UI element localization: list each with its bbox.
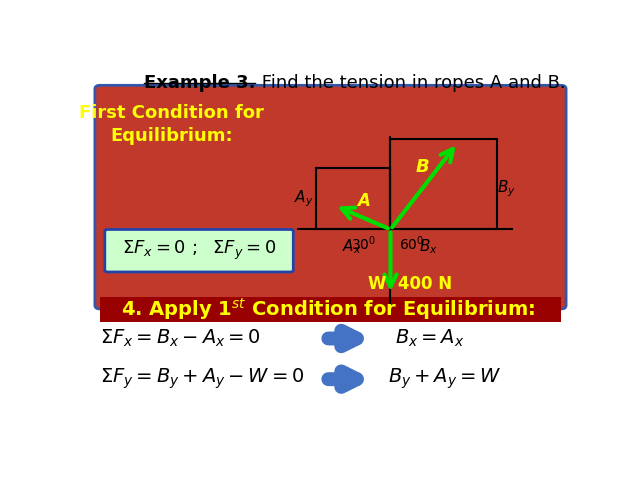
FancyBboxPatch shape [95, 85, 566, 309]
Text: A: A [357, 192, 370, 210]
Text: $30^0$: $30^0$ [351, 234, 376, 253]
Bar [100, 297, 561, 322]
Text: $B_x = A_x$: $B_x = A_x$ [395, 328, 465, 349]
FancyArrowPatch shape [328, 372, 357, 387]
Text: First Condition for
Equilibrium:: First Condition for Equilibrium: [79, 104, 264, 145]
Text: 4. Apply 1$^{st}$ Condition for Equilibrium:: 4. Apply 1$^{st}$ Condition for Equilibr… [121, 296, 535, 322]
FancyBboxPatch shape [105, 229, 293, 272]
Text: W  400 N: W 400 N [368, 275, 452, 293]
Text: $\Sigma F_y = B_y + A_y - W = 0$: $\Sigma F_y = B_y + A_y - W = 0$ [100, 367, 304, 391]
Bar [316, 168, 390, 229]
Text: $\Sigma F_x = 0\ ;\ \ \Sigma F_y = 0$: $\Sigma F_x = 0\ ;\ \ \Sigma F_y = 0$ [122, 239, 276, 262]
Text: $60^0$: $60^0$ [399, 234, 424, 253]
Text: Example 3.: Example 3. [145, 74, 256, 92]
Text: $B_y$: $B_y$ [497, 179, 516, 199]
Text: $\Sigma F_x = B_x - A_x = 0$: $\Sigma F_x = B_x - A_x = 0$ [100, 328, 260, 349]
Bar [390, 139, 497, 229]
Text: $B_x$: $B_x$ [419, 238, 438, 256]
Text: $A_x$: $A_x$ [342, 238, 361, 256]
Text: B: B [415, 157, 429, 176]
Text: $A_y$: $A_y$ [294, 189, 314, 209]
Text: $B_y + A_y = W$: $B_y + A_y = W$ [388, 367, 501, 391]
Text: Find the tension in ropes A and B.: Find the tension in ropes A and B. [256, 74, 566, 92]
FancyArrowPatch shape [328, 331, 357, 346]
